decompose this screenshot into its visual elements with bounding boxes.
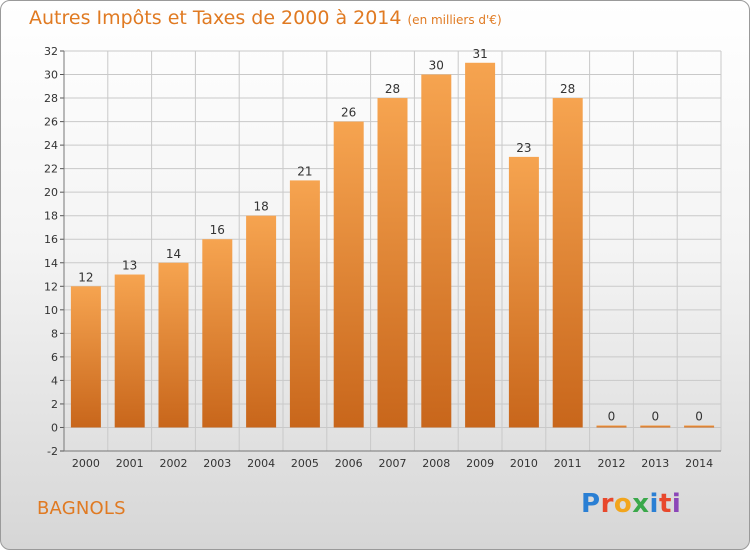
y-tick-label: 16	[44, 233, 58, 246]
data-label-2007: 28	[385, 82, 400, 96]
bar-2005	[289, 180, 320, 428]
logo-letter: o	[613, 489, 633, 519]
y-tick-label: 2	[51, 398, 58, 411]
data-label-2002: 14	[166, 247, 181, 261]
bar-2008	[421, 74, 452, 428]
bar-2003	[202, 239, 233, 428]
logo-letter: r	[600, 489, 614, 519]
data-label-2000: 12	[78, 270, 93, 284]
y-tick-label: 24	[44, 139, 58, 152]
y-tick-label: 12	[44, 280, 58, 293]
data-label-2006: 26	[341, 106, 356, 120]
data-label-2012: 0	[608, 409, 616, 423]
bar-2012	[596, 425, 627, 428]
logo-letter: i	[649, 489, 659, 519]
x-tick-label-2004: 2004	[247, 457, 275, 470]
y-tick-label: 14	[44, 257, 58, 270]
bar-2004	[246, 215, 277, 428]
x-tick-label-2014: 2014	[685, 457, 713, 470]
unit-label: (en milliers d'€)	[407, 13, 502, 27]
y-tick-label: 20	[44, 186, 58, 199]
y-tick-label: 26	[44, 116, 58, 129]
y-tick-label: 32	[44, 45, 58, 58]
data-label-2001: 13	[122, 259, 137, 273]
data-label-2014: 0	[695, 409, 703, 423]
x-tick-label-2008: 2008	[422, 457, 450, 470]
chart-title-block: Autres Impôts et Taxes de 2000 à 2014 (en…	[29, 7, 502, 29]
x-tick-label-2000: 2000	[72, 457, 100, 470]
bar-2001	[114, 274, 145, 428]
data-labels: 12 13 14 16 18 21 26 28 30 31 23 28 0 0 0	[78, 47, 703, 424]
x-tick-label-2009: 2009	[466, 457, 494, 470]
proxiti-logo: Proxiti	[581, 489, 681, 519]
data-label-2009: 31	[472, 47, 487, 61]
y-tick-label: -2	[47, 445, 58, 458]
commune-name: BAGNOLS	[37, 498, 126, 519]
y-tick-label: 18	[44, 210, 58, 223]
bar-2009	[465, 62, 496, 428]
x-tick-label-2007: 2007	[379, 457, 407, 470]
data-label-2003: 16	[210, 223, 225, 237]
x-tick-label-2003: 2003	[203, 457, 231, 470]
y-tick-label: 22	[44, 163, 58, 176]
data-label-2013: 0	[651, 409, 659, 423]
bar-2011	[552, 98, 583, 428]
x-tick-label-2005: 2005	[291, 457, 319, 470]
x-tick-label-2012: 2012	[598, 457, 626, 470]
data-label-2011: 28	[560, 82, 575, 96]
bar-2002	[158, 262, 189, 428]
y-tick-label: 6	[51, 351, 58, 364]
data-label-2004: 18	[253, 200, 268, 214]
bar-2014	[684, 425, 715, 428]
x-tick-label-2011: 2011	[554, 457, 582, 470]
data-label-2005: 21	[297, 164, 312, 178]
x-tick-label-2002: 2002	[160, 457, 188, 470]
bar-2007	[377, 98, 408, 428]
bar-2000	[70, 286, 101, 428]
y-tick-label: 4	[51, 374, 58, 387]
logo-letter: x	[632, 489, 650, 519]
bar-2006	[333, 121, 364, 428]
logo-letter: t	[658, 489, 672, 519]
y-tick-label: 10	[44, 304, 58, 317]
data-label-2010: 23	[516, 141, 531, 155]
y-tick-label: 30	[44, 69, 58, 82]
y-tick-label: 28	[44, 92, 58, 105]
data-label-2008: 30	[429, 59, 444, 73]
bar-2010	[508, 156, 539, 428]
x-tick-label-2010: 2010	[510, 457, 538, 470]
x-tick-label-2006: 2006	[335, 457, 363, 470]
y-tick-label: 8	[51, 327, 58, 340]
y-tick-label: 0	[51, 421, 58, 434]
x-tick-label-2013: 2013	[641, 457, 669, 470]
chart-title: Autres Impôts et Taxes de 2000 à 2014	[29, 7, 402, 29]
bar-2013	[640, 425, 671, 428]
logo-letter: P	[581, 489, 601, 519]
x-tick-label-2001: 2001	[116, 457, 144, 470]
bars	[70, 62, 715, 428]
logo-letter: i	[671, 489, 682, 519]
